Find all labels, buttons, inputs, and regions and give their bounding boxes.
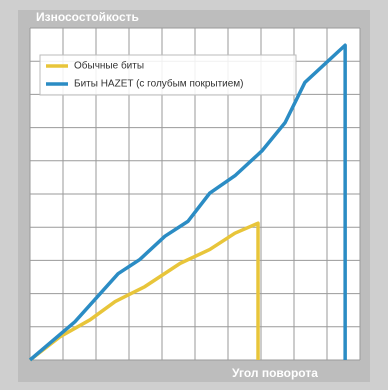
legend-label: Обычные биты (74, 60, 144, 72)
x-axis-label: Угол поворота (232, 366, 318, 380)
line (28, 43, 347, 362)
legend-box (39, 54, 297, 96)
y-axis-label: Износостойкость (36, 10, 139, 24)
legend-label: Биты HAZET (с голубым покрытием) (74, 78, 244, 90)
line (28, 221, 260, 362)
